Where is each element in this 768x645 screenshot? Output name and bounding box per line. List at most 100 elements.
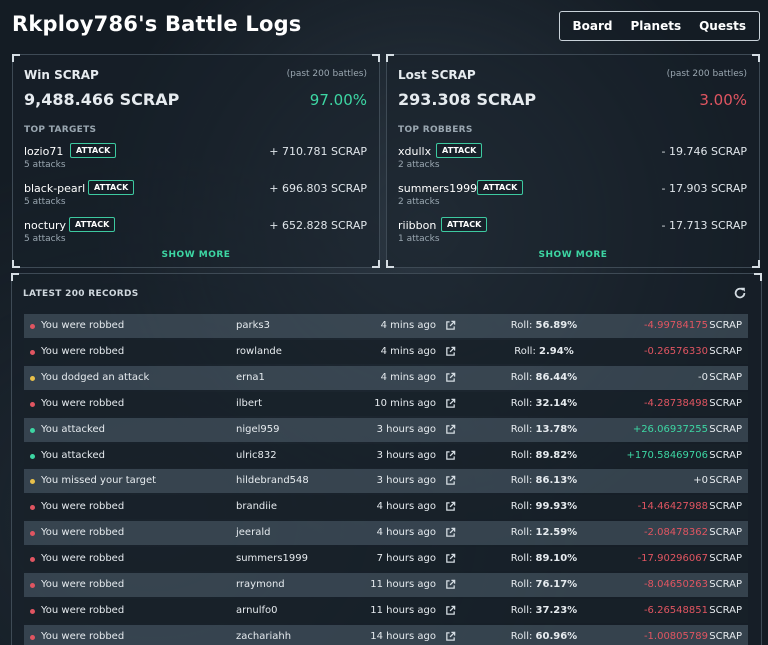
attack-button[interactable]: ATTACK xyxy=(69,217,116,232)
user-name[interactable]: brandiie xyxy=(236,501,277,513)
status-dot xyxy=(30,453,35,459)
target-amount: + 652.828 SCRAP xyxy=(269,219,367,232)
table-row: You attacked ulric832 3 hours ago Roll: 89.… xyxy=(24,443,748,468)
event-text: You were robbed xyxy=(41,579,125,590)
external-link-icon[interactable] xyxy=(445,475,456,486)
nav-board[interactable]: Board xyxy=(572,19,613,33)
roll-label: Roll: xyxy=(510,604,533,616)
user-name[interactable]: ulric832 xyxy=(236,449,277,461)
event-text: You were robbed xyxy=(41,527,125,539)
table-row: You were robbed jeerald 4 hours ago Roll: 1… xyxy=(24,521,748,546)
event-text: You attacked xyxy=(41,423,105,435)
robber-name[interactable]: summers1999 xyxy=(398,182,478,195)
target-item: lozio71 ATTACK 5 attacks + 710.781 SCRAP xyxy=(24,143,367,175)
scrap-unit: SCRAP xyxy=(709,527,742,539)
time-ago: 10 mins ago xyxy=(374,397,436,409)
target-name[interactable]: black-pearl xyxy=(24,182,86,195)
scrap-amount: -2.08478362 xyxy=(643,527,708,539)
user-name[interactable]: jeerald xyxy=(236,527,271,539)
scrap-amount: +26.06937255 xyxy=(632,423,708,435)
user-name[interactable]: parks3 xyxy=(236,320,270,331)
user-name[interactable]: rraymond xyxy=(236,579,285,590)
event-text: You were robbed xyxy=(41,501,125,513)
table-row: You dodged an attack erna1 4 mins ago Roll:… xyxy=(24,365,748,390)
status-dot xyxy=(30,479,35,485)
nav-planets[interactable]: Planets xyxy=(630,19,682,33)
status-dot xyxy=(30,505,35,511)
external-link-icon[interactable] xyxy=(445,450,456,461)
robber-name[interactable]: riibbon xyxy=(398,219,437,232)
header: Rkploy786's Battle Logs Board Planets Qu… xyxy=(0,0,768,52)
external-link-icon[interactable] xyxy=(445,320,456,331)
target-item: black-pearl ATTACK 5 attacks + 696.803 S… xyxy=(24,180,367,212)
scrap-amount: +170.58469706 xyxy=(626,449,708,461)
event-text: You were robbed xyxy=(41,630,125,642)
status-dot xyxy=(30,557,35,563)
attack-button[interactable]: ATTACK xyxy=(477,180,524,195)
roll-label: Roll: xyxy=(510,423,533,435)
table-row: You were robbed rowlande 4 mins ago Roll: 2… xyxy=(24,339,748,364)
robber-amount: - 17.903 SCRAP xyxy=(661,182,747,195)
robber-amount: - 19.746 SCRAP xyxy=(661,145,747,158)
target-name[interactable]: lozio71 xyxy=(24,145,64,158)
attack-button[interactable]: ATTACK xyxy=(436,143,483,158)
event-text: You were robbed xyxy=(41,320,125,331)
table-row: You were robbed arnulfo0 11 hours ago Roll:… xyxy=(24,598,748,623)
time-ago: 7 hours ago xyxy=(376,553,436,565)
target-attacks: 5 attacks xyxy=(24,234,66,244)
scrap-unit: SCRAP xyxy=(709,475,742,487)
win-show-more-button[interactable]: SHOW MORE xyxy=(161,250,231,260)
external-link-icon[interactable] xyxy=(445,631,456,642)
scrap-unit: SCRAP xyxy=(709,371,742,383)
lost-subtitle: (past 200 battles) xyxy=(666,69,747,79)
table-row: You missed your target hildebrand548 3 hou… xyxy=(24,469,748,494)
robber-item: xdullx ATTACK 2 attacks - 19.746 SCRAP xyxy=(398,143,747,175)
external-link-icon[interactable] xyxy=(445,424,456,435)
roll-percent: 86.13% xyxy=(535,475,578,487)
target-amount: + 710.781 SCRAP xyxy=(269,145,367,158)
user-name[interactable]: erna1 xyxy=(236,371,265,383)
attack-button[interactable]: ATTACK xyxy=(70,143,117,158)
top-robbers-label: TOP ROBBERS xyxy=(398,125,473,135)
attack-button[interactable]: ATTACK xyxy=(441,217,488,232)
user-name[interactable]: nigel959 xyxy=(236,423,280,435)
roll-value: Roll: 86.13% xyxy=(494,475,594,486)
user-name[interactable]: rowlande xyxy=(236,345,282,357)
external-link-icon[interactable] xyxy=(445,605,456,616)
external-link-icon[interactable] xyxy=(445,501,456,512)
table-row: You were robbed zachariahh 14 hours ago Rol… xyxy=(24,624,748,645)
roll-value: Roll: 89.10% xyxy=(494,553,594,564)
refresh-icon[interactable] xyxy=(733,286,747,300)
user-name[interactable]: arnulfo0 xyxy=(236,604,278,616)
external-link-icon[interactable] xyxy=(445,553,456,564)
external-link-icon[interactable] xyxy=(445,527,456,538)
nav-quests[interactable]: Quests xyxy=(699,19,746,33)
lost-show-more-button[interactable]: SHOW MORE xyxy=(538,250,608,260)
external-link-icon[interactable] xyxy=(445,346,456,357)
target-name[interactable]: noctury xyxy=(24,219,67,232)
status-dot xyxy=(30,583,35,588)
time-ago: 4 mins ago xyxy=(380,345,436,357)
roll-label: Roll: xyxy=(510,501,533,513)
event-text: You were robbed xyxy=(41,604,125,616)
win-amount: 9,488.466 SCRAP xyxy=(24,90,180,109)
robber-name[interactable]: xdullx xyxy=(398,145,432,158)
roll-percent: 76.17% xyxy=(535,579,578,590)
external-link-icon[interactable] xyxy=(445,372,456,383)
external-link-icon[interactable] xyxy=(445,579,456,590)
user-name[interactable]: zachariahh xyxy=(236,630,292,642)
user-name[interactable]: hildebrand548 xyxy=(236,475,309,487)
roll-value: Roll: 37.23% xyxy=(494,605,594,616)
attack-button[interactable]: ATTACK xyxy=(88,180,135,195)
roll-label: Roll: xyxy=(510,320,533,331)
lost-percent: 3.00% xyxy=(699,91,747,109)
time-ago: 11 hours ago xyxy=(370,604,436,616)
user-name[interactable]: summers1999 xyxy=(236,553,308,565)
user-name[interactable]: ilbert xyxy=(236,397,263,409)
external-link-icon[interactable] xyxy=(445,398,456,409)
roll-percent: 2.94% xyxy=(539,345,574,357)
scrap-amount: +0 xyxy=(693,475,708,487)
lost-title: Lost SCRAP xyxy=(398,68,476,82)
event-text: You were robbed xyxy=(41,345,125,357)
robber-item: summers1999 ATTACK 2 attacks - 17.903 SC… xyxy=(398,180,747,212)
